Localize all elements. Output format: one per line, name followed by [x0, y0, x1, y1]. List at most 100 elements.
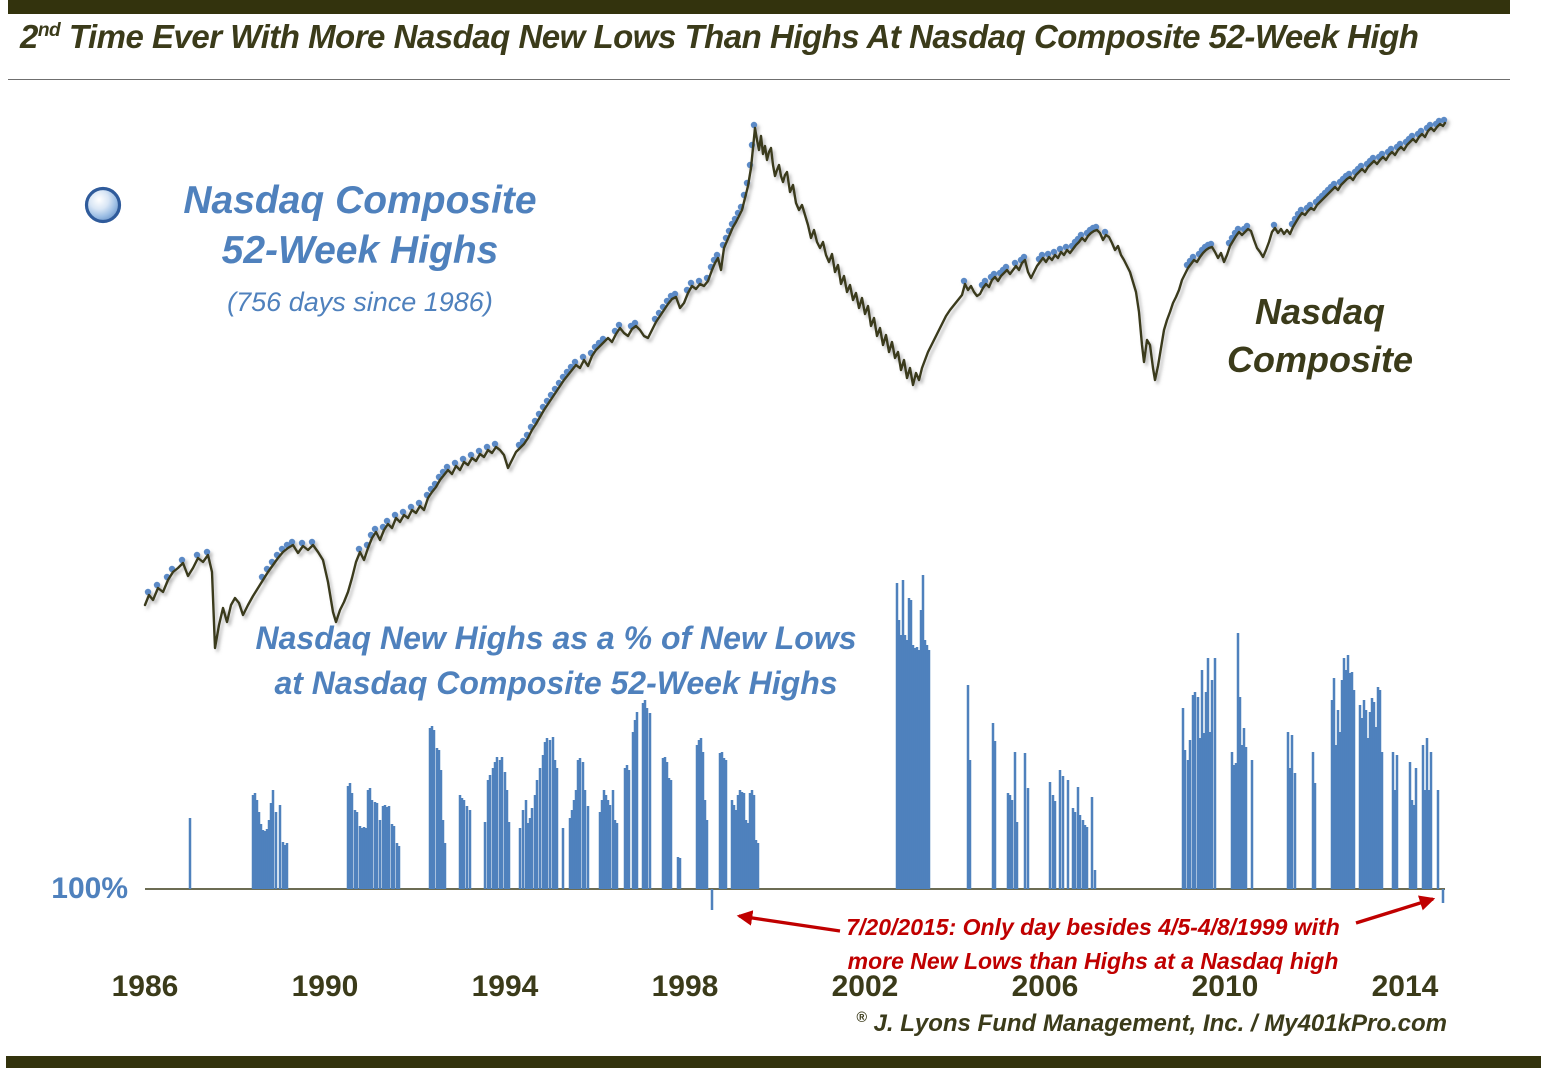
bar [613, 820, 617, 889]
line-series-label: Nasdaq Composite [1170, 288, 1470, 384]
nasdaq-composite-line [143, 121, 1447, 650]
high-marker-dot [615, 321, 623, 329]
annotation-line1: 7/20/2015: Only day besides 4/5-4/8/1999… [846, 914, 1340, 940]
bar [615, 823, 619, 889]
high-marker-dot [451, 459, 459, 467]
high-marker-dot [687, 279, 695, 287]
bar [439, 770, 443, 889]
line-series-label-line2: Composite [1226, 339, 1413, 380]
bar [278, 805, 282, 889]
bar [491, 768, 495, 889]
bar [993, 741, 997, 889]
bar [738, 790, 742, 889]
bar [913, 648, 917, 889]
high-marker-dot [750, 121, 758, 129]
bar [355, 812, 359, 889]
bar [1338, 732, 1342, 889]
high-marker-dot [1378, 150, 1386, 158]
bar [360, 828, 364, 889]
bar [570, 810, 574, 889]
bar [905, 640, 909, 889]
bar [1366, 738, 1370, 889]
bar [661, 758, 665, 889]
high-marker-dot [407, 503, 415, 511]
bar-series-caption-line1: Nasdaq New Highs as a % of New Lows [255, 620, 857, 656]
bar [373, 802, 377, 889]
bar [901, 580, 905, 889]
bar [428, 728, 432, 889]
bar [748, 793, 752, 889]
bar [1344, 670, 1348, 889]
high-marker-dot [571, 358, 579, 366]
high-marker-dot [443, 463, 451, 471]
bar [548, 740, 552, 889]
bar [699, 738, 703, 889]
bar [188, 818, 192, 889]
bar [1332, 678, 1336, 889]
bar [460, 798, 464, 889]
high-marker-dot [467, 451, 475, 459]
bar [1240, 745, 1244, 889]
bar [1232, 765, 1236, 889]
bar [746, 823, 750, 889]
bar [586, 806, 590, 889]
bar [1374, 727, 1378, 889]
bar [641, 703, 645, 889]
bar [1026, 788, 1030, 889]
high-marker-dot [288, 538, 296, 546]
bar [720, 752, 724, 889]
bar [1288, 768, 1292, 889]
bar [538, 768, 542, 889]
bar [718, 753, 722, 889]
bar [1183, 750, 1187, 889]
bar [521, 810, 525, 889]
high-marker-dot [371, 525, 379, 533]
high-marker-dot [990, 270, 998, 278]
high-marker-dot [1002, 263, 1010, 271]
bar [483, 822, 487, 889]
high-marker-dot [415, 499, 423, 507]
bar [1393, 790, 1397, 889]
bar [259, 824, 263, 889]
line-series-label-line1: Nasdaq [1254, 291, 1386, 332]
bar [255, 800, 259, 889]
bar [1083, 825, 1087, 889]
bar [1198, 738, 1202, 889]
bar [1010, 800, 1014, 889]
bar [581, 762, 585, 889]
bar [1213, 658, 1217, 889]
bar [385, 807, 389, 889]
bar [1204, 692, 1208, 889]
bar [598, 812, 602, 889]
bar [507, 822, 511, 889]
high-marker-dot [1297, 206, 1305, 214]
bar [541, 755, 545, 889]
bar [269, 803, 273, 889]
bar [503, 772, 507, 889]
bar [1242, 728, 1246, 889]
bar [1334, 745, 1338, 889]
x-axis-label: 1998 [651, 970, 719, 1003]
x-axis-label: 2002 [831, 970, 899, 1003]
bar [1311, 752, 1315, 889]
high-marker-dot [383, 517, 391, 525]
bar [1250, 760, 1254, 889]
bar [578, 758, 582, 889]
bar [663, 757, 667, 889]
high-marker-dot [1345, 170, 1353, 178]
bar [285, 843, 289, 889]
x-axis-label: 1994 [471, 970, 539, 1003]
title-text: Time Ever With More Nasdaq New Lows Than… [60, 18, 1419, 55]
bar [1336, 710, 1340, 889]
bar [1425, 738, 1429, 889]
annotation-arrow [736, 910, 841, 933]
bar [1286, 732, 1290, 889]
bar [381, 806, 385, 889]
annotation-line2: more New Lows than Highs at a Nasdaq hig… [847, 948, 1339, 974]
bar [750, 790, 754, 889]
bar [368, 788, 372, 889]
bar [350, 793, 354, 889]
bar [518, 828, 522, 889]
bar [633, 720, 637, 889]
